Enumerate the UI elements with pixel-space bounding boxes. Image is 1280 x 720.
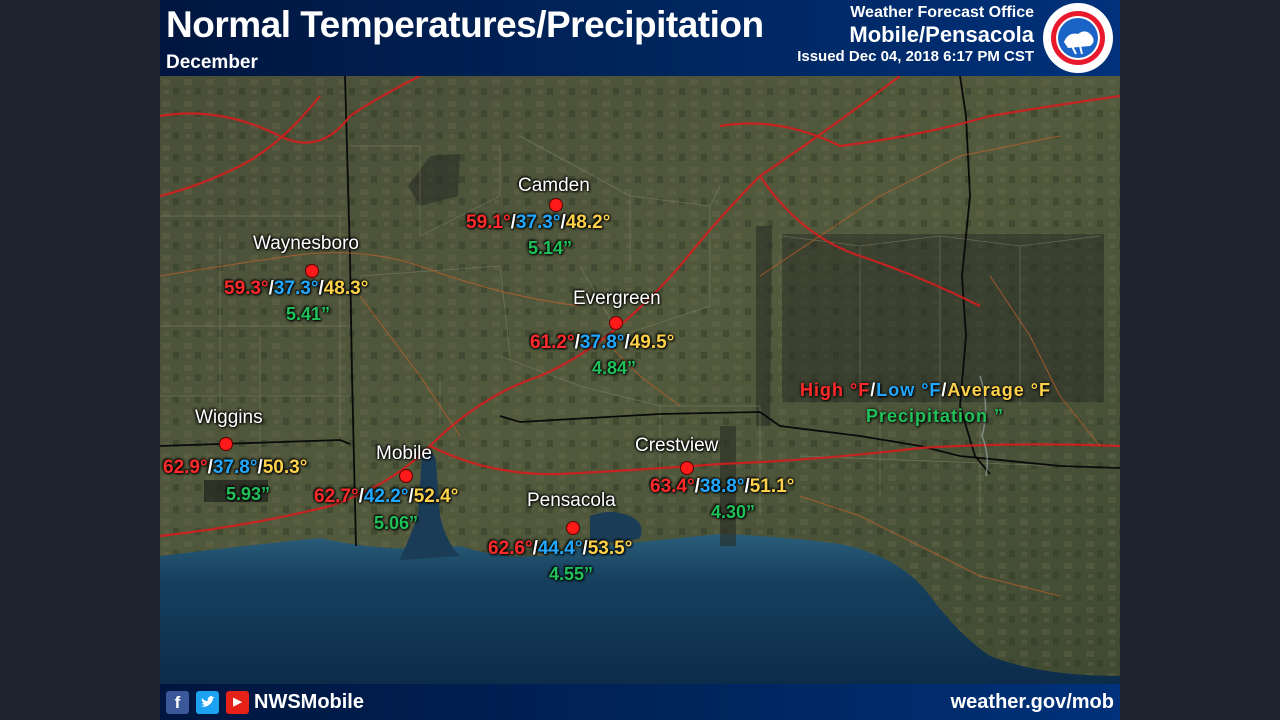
month-label: December <box>166 52 258 73</box>
station-marker-mobile <box>399 469 413 483</box>
legend-average: Average °F <box>947 380 1051 400</box>
precip-crestview: 4.30” <box>711 502 756 522</box>
separator: / <box>268 278 274 299</box>
office-info: Weather Forecast Office Mobile/Pensacola… <box>797 4 1034 66</box>
low-temp: 37.3° <box>273 278 319 299</box>
station-marker-camden <box>549 198 563 212</box>
facebook-icon[interactable]: f <box>166 691 189 714</box>
low-temp: 37.3° <box>515 212 561 233</box>
city-label-pensacola: Pensacola <box>527 490 616 511</box>
precip-waynesboro: 5.41” <box>286 304 331 324</box>
separator: / <box>510 212 516 233</box>
precip-evergreen: 4.84” <box>592 358 637 378</box>
station-marker-pensacola <box>566 521 580 535</box>
separator: / <box>408 486 414 507</box>
low-temp: 37.8° <box>212 457 258 478</box>
precip-wiggins: 5.93” <box>226 484 271 504</box>
nws-logo-icon <box>1043 3 1113 73</box>
separator: / <box>318 278 324 299</box>
website-link[interactable]: weather.gov/mob <box>950 691 1114 713</box>
youtube-icon[interactable]: ▶ <box>226 691 249 714</box>
station-marker-wiggins <box>219 437 233 451</box>
precip-pensacola: 4.55” <box>549 564 594 584</box>
temps-crestview: 63.4°/38.8°/51.1° <box>650 476 794 498</box>
social-handle[interactable]: NWSMobile <box>254 691 364 713</box>
separator: / <box>358 486 364 507</box>
temps-waynesboro: 59.3°/37.3°/48.3° <box>224 278 368 300</box>
city-label-camden: Camden <box>518 175 590 196</box>
temps-mobile: 62.7°/42.2°/52.4° <box>314 486 458 508</box>
separator: / <box>941 380 948 400</box>
separator: / <box>532 538 538 559</box>
map-background <box>160 76 1120 684</box>
avg-temp: 51.1° <box>749 476 795 497</box>
station-marker-waynesboro <box>305 264 319 278</box>
separator: / <box>207 457 213 478</box>
separator: / <box>574 332 580 353</box>
legend-low: Low °F <box>876 380 942 400</box>
office-line2: Mobile/Pensacola <box>849 22 1034 47</box>
low-temp: 38.8° <box>699 476 745 497</box>
city-label-wiggins: Wiggins <box>195 407 263 428</box>
map-legend: High °F/Low °F/Average °F <box>800 380 1051 401</box>
station-marker-crestview <box>680 461 694 475</box>
avg-temp: 53.5° <box>587 538 633 559</box>
high-temp: 61.2° <box>530 332 575 353</box>
avg-temp: 52.4° <box>413 486 459 507</box>
avg-temp: 48.2° <box>565 212 611 233</box>
separator: / <box>624 332 630 353</box>
city-label-evergreen: Evergreen <box>573 288 661 309</box>
separator: / <box>744 476 750 497</box>
separator: / <box>560 212 566 233</box>
avg-temp: 49.5° <box>629 332 675 353</box>
high-temp: 63.4° <box>650 476 695 497</box>
low-temp: 42.2° <box>363 486 409 507</box>
avg-temp: 50.3° <box>262 457 308 478</box>
twitter-icon[interactable] <box>196 691 219 714</box>
high-temp: 59.1° <box>466 212 511 233</box>
temps-evergreen: 61.2°/37.8°/49.5° <box>530 332 674 354</box>
avg-temp: 48.3° <box>323 278 369 299</box>
city-label-waynesboro: Waynesboro <box>253 233 359 254</box>
high-temp: 62.7° <box>314 486 359 507</box>
low-temp: 37.8° <box>579 332 625 353</box>
precip-camden: 5.14” <box>528 238 573 258</box>
high-temp: 62.6° <box>488 538 533 559</box>
city-label-crestview: Crestview <box>635 435 719 456</box>
legend-high: High °F <box>800 380 871 400</box>
office-line1: Weather Forecast Office <box>850 4 1034 21</box>
separator: / <box>582 538 588 559</box>
satellite-map: Camden 59.1°/37.3°/48.2° 5.14” Waynesbor… <box>160 76 1120 684</box>
temps-pensacola: 62.6°/44.4°/53.5° <box>488 538 632 560</box>
header-bar: Normal Temperatures/Precipitation Decemb… <box>160 0 1120 76</box>
separator: / <box>694 476 700 497</box>
temps-wiggins: 62.9°/37.8°/50.3° <box>163 457 307 479</box>
high-temp: 62.9° <box>163 457 208 478</box>
precip-mobile: 5.06” <box>374 513 419 533</box>
city-label-mobile: Mobile <box>376 443 432 464</box>
low-temp: 44.4° <box>537 538 583 559</box>
high-temp: 59.3° <box>224 278 269 299</box>
issued-time: Issued Dec 04, 2018 6:17 PM CST <box>797 48 1034 65</box>
page-title: Normal Temperatures/Precipitation <box>166 4 764 45</box>
separator: / <box>870 380 877 400</box>
station-marker-evergreen <box>609 316 623 330</box>
temps-camden: 59.1°/37.3°/48.2° <box>466 212 610 234</box>
legend-precip: Precipitation ” <box>866 406 1005 426</box>
separator: / <box>257 457 263 478</box>
footer-bar: f ▶ NWSMobile weather.gov/mob <box>160 684 1120 720</box>
map-graphic: Normal Temperatures/Precipitation Decemb… <box>160 0 1120 720</box>
